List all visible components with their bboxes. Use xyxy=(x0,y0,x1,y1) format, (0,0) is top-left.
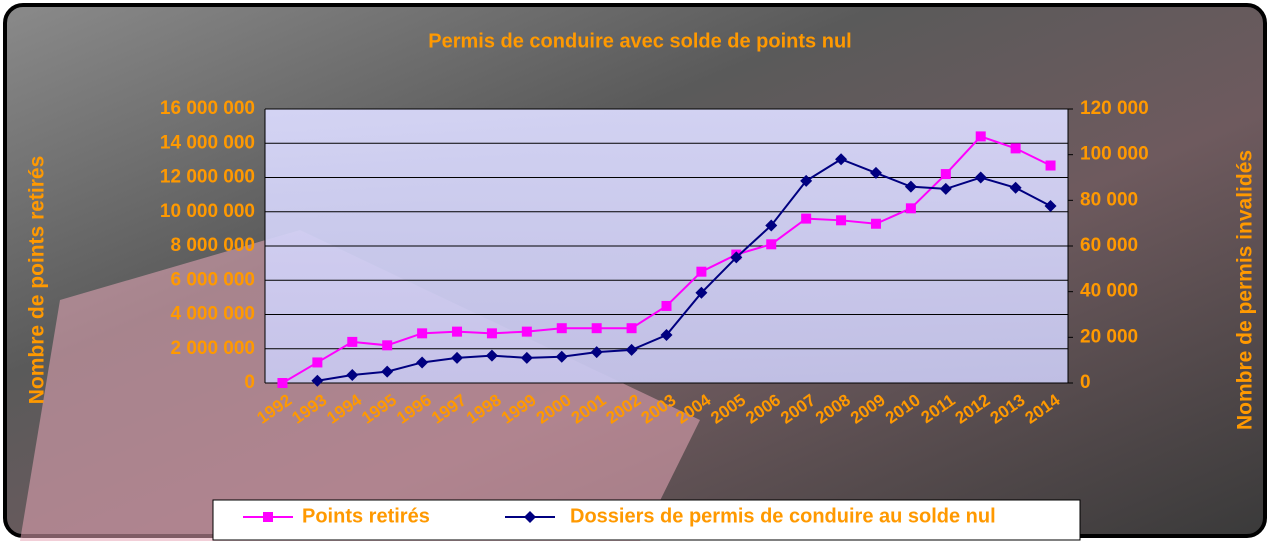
y2-tick-label: 80 000 xyxy=(1080,189,1138,210)
marker xyxy=(766,239,777,250)
marker xyxy=(382,340,393,351)
marker xyxy=(417,328,428,339)
y2-axis-label: Nombre de permis invalidés xyxy=(1234,150,1257,430)
chart-title: Permis de conduire avec solde de points … xyxy=(428,30,851,52)
marker xyxy=(521,326,532,337)
y-tick-label: 10 000 000 xyxy=(160,201,255,222)
marker xyxy=(939,182,952,195)
marker xyxy=(870,218,881,229)
marker xyxy=(451,351,464,364)
marker xyxy=(312,357,323,368)
photo-card xyxy=(20,230,700,541)
y2-tick-label: 40 000 xyxy=(1080,281,1138,302)
y-axis-label: Nombre de points retirés xyxy=(26,156,49,405)
marker xyxy=(1009,181,1022,194)
y2-tick-label: 20 000 xyxy=(1080,326,1138,347)
marker xyxy=(1044,200,1057,213)
y-tick-label: 14 000 000 xyxy=(160,132,255,153)
marker xyxy=(695,286,708,299)
marker xyxy=(626,323,637,334)
marker xyxy=(835,153,848,166)
marker xyxy=(277,378,288,388)
marker xyxy=(520,351,533,364)
marker xyxy=(485,349,498,362)
y2-tick-label: 120 000 xyxy=(1080,98,1149,119)
marker xyxy=(1010,143,1021,154)
y-tick-label: 8 000 000 xyxy=(170,235,255,256)
y2-tick-label: 100 000 xyxy=(1080,144,1149,165)
legend-label: Points retirés xyxy=(302,505,430,527)
y-tick-label: 4 000 000 xyxy=(170,304,255,325)
legend-marker xyxy=(524,511,536,523)
marker xyxy=(555,350,568,363)
y-tick-label: 0 xyxy=(244,372,255,393)
y-tick-label: 2 000 000 xyxy=(170,338,255,359)
marker xyxy=(556,323,567,334)
marker xyxy=(940,169,951,180)
series-line xyxy=(317,158,1052,382)
y-tick-label: 16 000 000 xyxy=(160,98,255,119)
legend-marker xyxy=(263,512,273,522)
marker xyxy=(346,369,359,382)
marker xyxy=(590,346,603,359)
y-tick-label: 6 000 000 xyxy=(170,269,255,290)
marker xyxy=(486,328,497,339)
marker xyxy=(905,203,916,214)
legend xyxy=(212,499,1081,541)
marker xyxy=(904,180,917,193)
marker xyxy=(591,323,602,334)
marker xyxy=(869,166,882,179)
marker xyxy=(765,219,778,232)
marker xyxy=(625,343,638,356)
marker xyxy=(975,131,986,142)
y2-tick-label: 60 000 xyxy=(1080,235,1138,256)
marker xyxy=(696,266,707,277)
marker xyxy=(381,365,394,378)
marker xyxy=(801,213,812,224)
marker xyxy=(452,326,463,337)
marker xyxy=(800,174,813,187)
marker xyxy=(974,171,987,184)
y-tick-label: 12 000 000 xyxy=(160,167,255,188)
legend-label: Dossiers de permis de conduire au solde … xyxy=(570,505,996,527)
marker xyxy=(347,336,358,347)
marker xyxy=(416,356,429,369)
y2-tick-label: 0 xyxy=(1080,372,1091,393)
marker xyxy=(311,374,324,387)
marker xyxy=(836,215,847,226)
marker xyxy=(730,251,743,264)
marker xyxy=(1045,160,1056,171)
marker xyxy=(660,329,673,342)
marker xyxy=(661,300,672,311)
